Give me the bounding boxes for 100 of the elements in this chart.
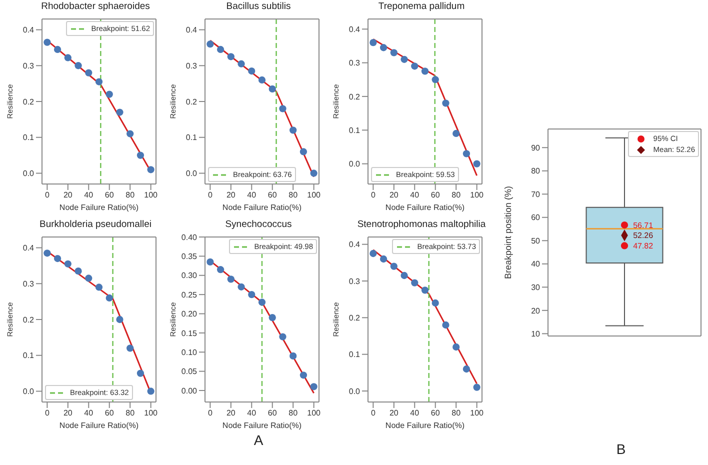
x-tick-label: 60 <box>104 408 114 418</box>
x-tick-label: 100 <box>144 408 158 418</box>
x-tick-label: 0 <box>208 408 213 418</box>
x-tick-label: 100 <box>144 190 158 200</box>
point <box>54 46 62 54</box>
x-tick-label: 20 <box>63 190 73 200</box>
x-tick-label: 0 <box>370 408 376 418</box>
point <box>54 254 62 262</box>
chart-title: Rhodobacter sphaeroides <box>40 0 151 14</box>
point <box>300 372 308 379</box>
point <box>85 274 92 282</box>
y-tick-label: 30 <box>531 282 541 292</box>
point <box>473 384 480 391</box>
point <box>473 160 480 168</box>
y-tick-label: 0.3 <box>22 279 35 288</box>
x-axis-title: Node Failure Ratio(%) <box>222 421 302 430</box>
x-tick-label: 100 <box>470 190 484 200</box>
y-tick-label: 0.20 <box>181 310 198 319</box>
y-tick-label: 0.30 <box>181 271 198 280</box>
point <box>227 53 234 60</box>
y-tick-label: 0.3 <box>348 276 361 286</box>
y-tick-label: 0.2 <box>348 314 361 323</box>
y-tick-label: 0.1 <box>186 133 198 142</box>
y-tick-label: 0.40 <box>181 232 198 242</box>
data-label: 56.71 <box>633 220 654 230</box>
point <box>116 108 124 116</box>
y-tick-label: 0.4 <box>22 244 35 253</box>
point <box>400 56 408 63</box>
x-tick-label: 20 <box>226 190 236 200</box>
x-tick-label: 0 <box>44 190 50 200</box>
point <box>95 284 103 291</box>
point <box>64 54 72 62</box>
y-tick-label: 0.4 <box>22 26 35 35</box>
y-tick-label: 0.0 <box>348 386 361 396</box>
point <box>258 76 266 84</box>
x-tick-label: 60 <box>268 190 278 200</box>
point <box>64 260 72 268</box>
x-tick-label: 20 <box>389 408 399 418</box>
y-tick-label: 0.0 <box>22 169 35 178</box>
x-tick-label: 80 <box>452 408 462 418</box>
chart-title: Treponema pallidum <box>377 0 466 14</box>
x-tick-label: 80 <box>288 190 298 200</box>
point <box>290 352 297 360</box>
x-axis-title: Node Failure Ratio(%) <box>59 203 139 212</box>
x-tick-label: 0 <box>44 408 50 418</box>
chart-title: Bacillus subtilis <box>225 0 292 14</box>
point <box>227 276 234 283</box>
point <box>44 250 51 257</box>
point <box>106 90 113 98</box>
point <box>248 67 256 75</box>
point <box>442 321 450 329</box>
point <box>206 40 214 48</box>
y-tick-label: 80 <box>531 166 541 176</box>
point <box>279 105 286 112</box>
point <box>380 255 388 263</box>
point <box>452 343 460 351</box>
x-tick-label: 60 <box>104 190 114 200</box>
point <box>238 283 245 290</box>
y-tick-label: 0.1 <box>348 350 361 360</box>
point <box>400 272 408 280</box>
point <box>216 46 224 54</box>
x-tick-label: 20 <box>63 408 73 418</box>
y-tick-label: 0.10 <box>181 348 198 357</box>
y-tick-label: 0.25 <box>181 290 198 300</box>
point <box>432 76 439 84</box>
y-tick-label: 0.2 <box>22 97 35 106</box>
point <box>85 69 92 76</box>
point <box>147 388 154 395</box>
y-axis-title: Breakpoint position (%) <box>503 186 514 280</box>
data-label: 47.82 <box>633 242 654 251</box>
point <box>411 62 418 70</box>
y-tick-label: 20 <box>531 306 541 316</box>
y-tick-label: 0.3 <box>186 61 198 70</box>
point <box>370 250 377 258</box>
y-tick-label: 0.4 <box>348 24 361 34</box>
x-tick-label: 0 <box>208 190 213 200</box>
point <box>258 298 266 306</box>
y-tick-label: 50 <box>531 236 541 246</box>
x-tick-label: 80 <box>126 408 136 418</box>
y-tick-label: 0.1 <box>22 351 35 360</box>
y-tick-label: 40 <box>531 260 541 269</box>
y-tick-label: 70 <box>531 190 541 199</box>
point <box>390 49 398 56</box>
point <box>620 242 628 250</box>
x-tick-label: 40 <box>247 408 257 418</box>
point <box>380 44 388 52</box>
point <box>126 344 134 352</box>
y-tick-label: 90 <box>531 143 541 152</box>
point <box>106 294 113 302</box>
point <box>370 39 377 46</box>
chart-title: Stenotrophomonas maltophilia <box>356 218 487 232</box>
x-tick-label: 100 <box>307 190 322 200</box>
x-tick-label: 40 <box>410 190 420 200</box>
point <box>216 266 224 274</box>
y-tick-label: 0.4 <box>348 240 361 250</box>
y-tick-label: 0.0 <box>186 169 198 178</box>
x-tick-label: 60 <box>430 408 440 418</box>
y-tick-label: 0.3 <box>22 61 35 70</box>
point <box>310 383 318 390</box>
point <box>462 150 470 158</box>
